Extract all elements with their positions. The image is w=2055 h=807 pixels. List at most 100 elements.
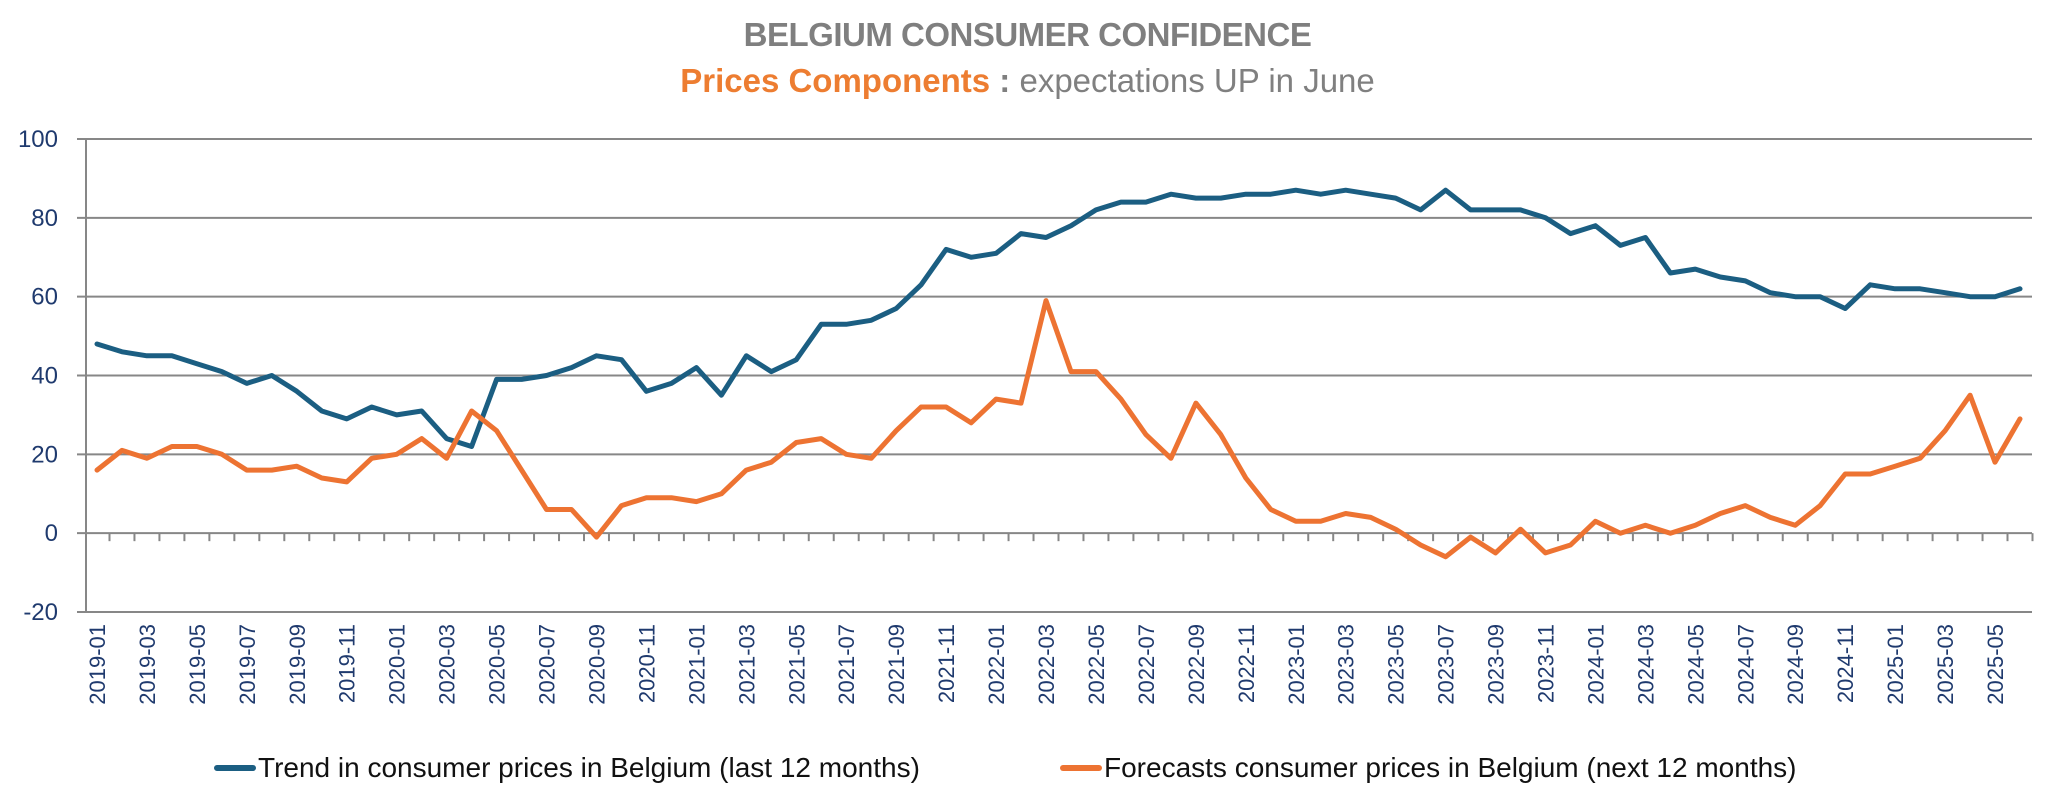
data-point-forecast: [894, 428, 899, 433]
x-tick-label: 2024-03: [1633, 624, 1658, 705]
data-point-forecast: [369, 456, 374, 461]
data-point-trend: [119, 349, 124, 354]
data-point-forecast: [1143, 432, 1148, 437]
x-tick-label: 2019-01: [85, 624, 110, 705]
data-point-trend: [944, 247, 949, 252]
x-tick-label: 2019-11: [335, 624, 360, 703]
data-point-forecast: [619, 503, 624, 508]
y-tick-label: 60: [31, 284, 58, 311]
data-point-trend: [1118, 200, 1123, 205]
data-point-forecast: [119, 448, 124, 453]
x-tick-label: 2020-05: [485, 624, 510, 705]
data-point-trend: [969, 255, 974, 260]
data-point-forecast: [1368, 515, 1373, 520]
data-point-trend: [1293, 188, 1298, 193]
legend-label-forecast: Forecasts consumer prices in Belgium (ne…: [1104, 752, 1797, 783]
data-point-forecast: [219, 452, 224, 457]
x-tick-label: 2020-09: [584, 624, 609, 705]
data-point-trend: [569, 365, 574, 370]
x-tick-label: 2022-11: [1234, 624, 1259, 703]
data-point-forecast: [294, 464, 299, 469]
chart-subtitle: Prices Components : expectations UP in J…: [0, 62, 2055, 100]
x-axis: 2019-01 2019-03 2019-05 2019-07 2019-09 2019-…: [85, 533, 2034, 705]
x-tick-label: 2022-01: [984, 624, 1009, 705]
legend-swatch-forecast: [1060, 765, 1102, 771]
data-point-forecast: [419, 436, 424, 441]
data-point-trend: [919, 282, 924, 287]
data-point-forecast: [919, 405, 924, 410]
data-point-forecast: [569, 507, 574, 512]
data-point-trend: [2018, 286, 2023, 291]
x-tick-label: 2022-09: [1184, 624, 1209, 705]
data-point-trend: [544, 373, 549, 378]
series-line-forecast: [94, 298, 2023, 560]
data-point-trend: [1318, 192, 1323, 197]
data-point-forecast: [494, 428, 499, 433]
data-point-trend: [1019, 231, 1024, 236]
data-point-trend: [1568, 231, 1573, 236]
y-tick-label: 80: [31, 205, 58, 232]
data-point-forecast: [1918, 456, 1923, 461]
data-point-forecast: [1493, 550, 1498, 555]
data-point-forecast: [1943, 428, 1948, 433]
x-tick-label: 2022-05: [1084, 624, 1109, 705]
x-tick-label: 2021-09: [884, 624, 909, 705]
data-point-forecast: [1818, 503, 1823, 508]
data-point-trend: [1518, 207, 1523, 212]
legend-swatch-trend: [214, 765, 256, 771]
data-point-forecast: [1268, 507, 1273, 512]
data-point-trend: [619, 357, 624, 362]
data-point-forecast: [1793, 523, 1798, 528]
data-point-trend: [1168, 192, 1173, 197]
data-point-forecast: [1768, 515, 1773, 520]
data-point-forecast: [1318, 519, 1323, 524]
data-point-forecast: [1993, 460, 1998, 465]
data-point-forecast: [644, 495, 649, 500]
data-point-trend: [894, 306, 899, 311]
data-point-forecast: [2018, 416, 2023, 421]
data-point-trend: [95, 341, 100, 346]
data-point-forecast: [944, 405, 949, 410]
data-point-forecast: [1593, 519, 1598, 524]
legend-item-forecast: Forecasts consumer prices in Belgium (ne…: [1060, 752, 1797, 784]
data-point-forecast: [1019, 401, 1024, 406]
data-point-forecast: [1518, 527, 1523, 532]
data-point-trend: [1818, 294, 1823, 299]
data-point-trend: [744, 353, 749, 358]
data-point-forecast: [269, 468, 274, 473]
data-point-forecast: [844, 452, 849, 457]
data-point-forecast: [1418, 542, 1423, 547]
data-point-forecast: [994, 397, 999, 402]
data-point-forecast: [1718, 511, 1723, 516]
data-point-forecast: [1568, 542, 1573, 547]
data-point-trend: [1143, 200, 1148, 205]
data-point-forecast: [1843, 472, 1848, 477]
data-point-forecast: [1068, 369, 1073, 374]
x-tick-label: 2021-03: [734, 624, 759, 705]
data-point-trend: [319, 408, 324, 413]
x-tick-label: 2020-11: [634, 624, 659, 703]
data-point-trend: [1418, 207, 1423, 212]
y-tick-label: 100: [18, 126, 58, 153]
data-point-forecast: [194, 444, 199, 449]
data-point-trend: [244, 381, 249, 386]
data-point-trend: [1768, 290, 1773, 295]
data-point-trend: [144, 353, 149, 358]
x-tick-label: 2021-05: [784, 624, 809, 705]
data-point-forecast: [1093, 369, 1098, 374]
x-tick-label: 2019-05: [185, 624, 210, 705]
data-point-trend: [1693, 267, 1698, 272]
x-tick-label: 2024-01: [1583, 624, 1608, 705]
x-tick-label: 2023-11: [1533, 624, 1558, 703]
data-point-trend: [1593, 223, 1598, 228]
data-point-trend: [1393, 196, 1398, 201]
legend-item-trend: Trend in consumer prices in Belgium (las…: [214, 752, 920, 784]
data-point-trend: [1268, 192, 1273, 197]
x-tick-label: 2023-05: [1384, 624, 1409, 705]
y-tick-label: 20: [31, 441, 58, 468]
data-point-trend: [219, 369, 224, 374]
x-tick-label: 2020-03: [435, 624, 460, 705]
data-point-forecast: [1118, 397, 1123, 402]
data-point-trend: [169, 353, 174, 358]
data-point-trend: [1068, 223, 1073, 228]
